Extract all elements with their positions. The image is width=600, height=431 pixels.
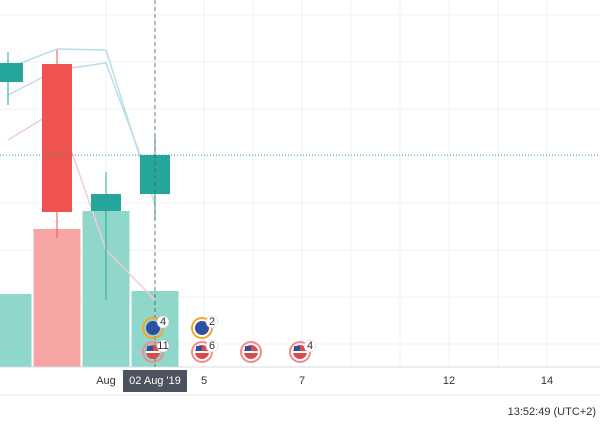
candle-body <box>91 194 121 211</box>
event-badge <box>205 315 219 329</box>
event-badge <box>156 315 170 329</box>
candle-body <box>140 155 170 194</box>
indicator-line <box>7 108 156 301</box>
flag-canton <box>294 346 300 351</box>
flag-canton <box>196 346 202 351</box>
candle-body <box>42 64 72 212</box>
x-tick-label: 14 <box>541 375 553 387</box>
volume-bar <box>33 229 81 367</box>
indicator-line <box>7 62 156 196</box>
event-flag <box>146 321 160 335</box>
event-count: 4 <box>160 316 166 328</box>
x-tick-label: 12 <box>443 375 455 387</box>
event-ring <box>240 341 262 363</box>
event-flag <box>195 321 209 335</box>
x-tick-label: Aug <box>96 375 116 387</box>
event-count: 11 <box>157 340 168 352</box>
x-tick-label: 5 <box>201 375 207 387</box>
x-tick-label: 7 <box>299 375 305 387</box>
event-badge <box>205 339 219 353</box>
clock: 13:52:49 (UTC+2) <box>508 406 596 418</box>
flag-stripe <box>146 351 160 353</box>
flag-stripe <box>244 351 258 353</box>
flag-stripe <box>195 351 209 353</box>
candle-body <box>0 63 23 82</box>
event-count: 6 <box>209 340 215 352</box>
event-count: 4 <box>307 340 313 352</box>
flag-canton <box>245 346 251 351</box>
event-badge <box>303 339 317 353</box>
crosshair-label: 02 Aug '19 <box>129 375 181 387</box>
event-count: 2 <box>209 316 215 328</box>
flag-stripe <box>293 351 307 353</box>
event-badge <box>156 339 170 353</box>
plot <box>0 48 179 367</box>
flag-canton <box>147 346 153 351</box>
volume-bar <box>0 294 32 367</box>
crosshair-label-box <box>123 370 187 392</box>
